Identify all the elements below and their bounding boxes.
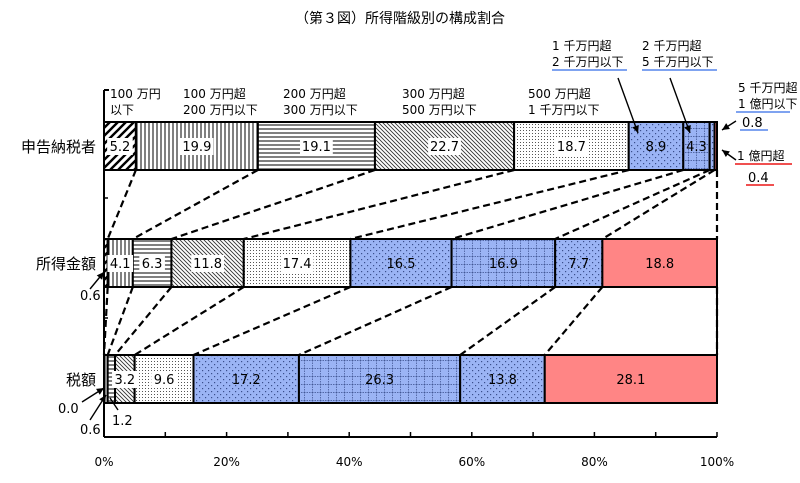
bracket-label: 500 万円超 [528, 86, 591, 101]
value-label: 18.8 [645, 257, 674, 272]
connector-line [171, 168, 376, 241]
bracket-label: 5 千万円以下 [642, 55, 713, 69]
bracket-label: 1 千万円以下 [528, 103, 599, 117]
connector-line [132, 169, 259, 240]
value-label: 19.1 [302, 140, 331, 155]
bar-2: 3.2 9.6 17.2 26.3 13.8 28.1 [103, 354, 719, 404]
bar-segment [450, 238, 557, 288]
value-label: 5.2 [110, 140, 131, 155]
bracket-label: 5 千万円超 [738, 80, 797, 95]
bracket-label: 300 万円超 [402, 86, 465, 101]
value-label: 16.5 [387, 257, 416, 272]
bracket-label: 1 億円超 [737, 148, 784, 163]
connector-line [106, 169, 137, 240]
category-label: 申告納税者 [21, 138, 96, 156]
value-label: 9.6 [154, 373, 175, 388]
connector-line [193, 285, 351, 357]
bracket-label: 1 億円以下 [738, 97, 797, 111]
callout-label: 0.8 [742, 116, 763, 131]
value-label: 16.9 [489, 257, 518, 272]
bracket-label: 以下 [110, 103, 134, 117]
connector-line [543, 286, 604, 356]
x-tick-label: 80% [581, 455, 608, 469]
chart-title: （第３図）所得階級別の構成割合 [295, 11, 505, 27]
bar-0: 5.2 19.9 19.1 22.7 18.7 8.9 4.3 [103, 121, 718, 171]
value-label: 19.9 [182, 140, 211, 155]
bar-segment [601, 238, 719, 288]
x-tick-label: 60% [458, 455, 485, 469]
callout-label: 0.6 [80, 423, 101, 438]
bracket-label: 2 千万円超 [642, 38, 701, 53]
connector-line [114, 286, 173, 356]
callout-label: 0.6 [80, 289, 101, 304]
bracket-label: 300 万円以下 [283, 103, 358, 117]
connector-line [451, 168, 684, 241]
value-label: 3.2 [114, 373, 135, 388]
connector-line [134, 286, 245, 356]
x-tick-label: 100% [700, 455, 734, 469]
bar-segment [713, 121, 718, 171]
bar-segment [349, 238, 453, 288]
value-label: 17.2 [232, 373, 261, 388]
value-label: 22.7 [430, 140, 459, 155]
x-tick-label: 0% [94, 455, 113, 469]
callout-label: 0.0 [58, 402, 79, 417]
callout-label: 1.2 [112, 414, 133, 429]
value-label: 17.4 [283, 257, 312, 272]
x-tick-label: 40% [336, 455, 363, 469]
bracket-label: 200 万円超 [283, 86, 346, 101]
value-label: 26.3 [365, 373, 394, 388]
category-label: 所得金額 [36, 255, 96, 273]
connector-line [554, 168, 711, 241]
connector-line [106, 286, 134, 356]
bracket-label: 200 万円以下 [183, 103, 258, 117]
connector-line [601, 169, 716, 240]
connector-line [459, 286, 556, 356]
value-label: 13.8 [488, 373, 517, 388]
connector-line [298, 285, 453, 357]
bar-1: 4.1 6.3 11.8 17.4 16.5 16.9 7.7 18.8 [103, 238, 719, 288]
value-label: 28.1 [616, 373, 645, 388]
value-label: 4.3 [686, 140, 707, 155]
category-label: 税額 [66, 371, 96, 389]
value-label: 7.7 [568, 257, 589, 272]
bracket-label: 2 千万円以下 [552, 55, 623, 69]
callout-label: 0.4 [748, 171, 769, 186]
bracket-label: 1 千万円超 [552, 38, 611, 53]
bar-segment [543, 354, 719, 404]
bracket-label: 100 万円超 [183, 86, 246, 101]
bar-segment [170, 238, 245, 288]
value-label: 4.1 [110, 257, 131, 272]
value-label: 8.9 [646, 140, 667, 155]
connector-line [350, 168, 629, 241]
value-label: 18.7 [557, 140, 586, 155]
value-label: 6.3 [142, 257, 163, 272]
connector-line [243, 168, 515, 241]
x-tick-label: 20% [213, 455, 240, 469]
value-label: 11.8 [193, 257, 222, 272]
bracket-label: 500 万円以下 [402, 103, 477, 117]
bar-segment [297, 354, 462, 404]
bracket-label: 100 万円 [110, 87, 161, 101]
